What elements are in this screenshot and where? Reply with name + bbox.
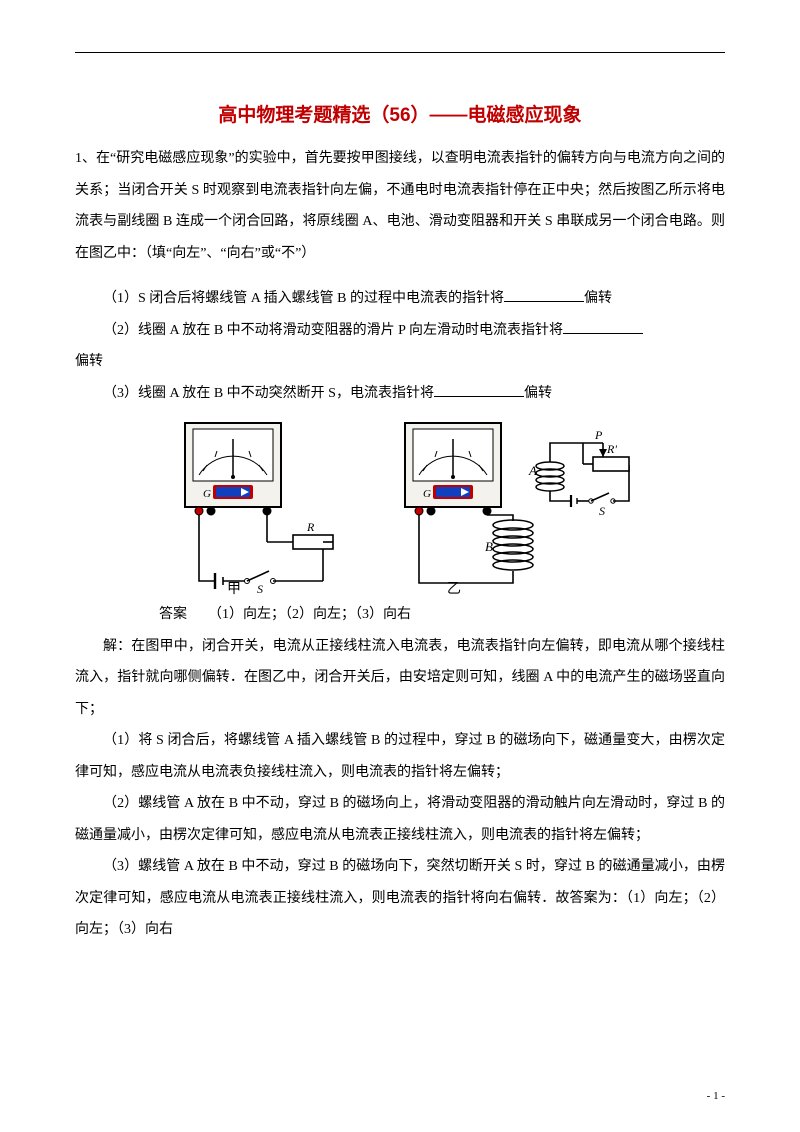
yi-label: 乙: [447, 581, 461, 595]
q1-pre: （1）S 闭合后将螺线管 A 插入螺线管 B 的过程中电流表的指针将: [103, 291, 504, 306]
g-label-yi: G: [423, 488, 431, 500]
r-label: R: [306, 520, 315, 534]
intro-paragraph: 1、在“研究电磁感应现象”的实验中，首先要按甲图接线，以查明电流表指针的偏转方向…: [75, 143, 725, 269]
p-label: P: [594, 428, 603, 442]
explain-1: （1）将 S 闭合后，将螺线管 A 插入螺线管 B 的过程中，穿过 B 的磁场向…: [75, 725, 725, 788]
q2-blank[interactable]: [563, 320, 643, 334]
top-rule: [75, 52, 725, 53]
jia-label: 甲: [227, 582, 241, 595]
circuit-diagram-jia: G S R 甲: [155, 415, 345, 595]
circuit-diagram-yi: G B A: [385, 415, 645, 595]
q2-pre: （2）线圈 A 放在 B 中不动将滑动变阻器的滑片 P 向左滑动时电流表指针将: [103, 323, 563, 338]
answer-line: 答案 （1）向左；（2）向左；（3）向右: [75, 599, 725, 631]
a-label: A: [528, 463, 537, 478]
page: 高中物理考题精选（56）——电磁感应现象 1、在“研究电磁感应现象”的实验中，首…: [0, 0, 800, 1132]
question-2-tail: 偏转: [75, 346, 725, 378]
question-1: （1）S 闭合后将螺线管 A 插入螺线管 B 的过程中电流表的指针将 偏转: [75, 283, 725, 315]
q3-pre: （3）线圈 A 放在 B 中不动突然断开 S，电流表指针将: [103, 386, 434, 401]
rp-label: R': [606, 442, 617, 456]
explain-2: （2）螺线管 A 放在 B 中不动，穿过 B 的磁场向上，将滑动变阻器的滑动触片…: [75, 788, 725, 851]
q1-post: 偏转: [584, 291, 612, 306]
explain-intro: 解：在图甲中，闭合开关，电流从正接线柱流入电流表，电流表指针向左偏转，即电流从哪…: [75, 631, 725, 726]
question-2: （2）线圈 A 放在 B 中不动将滑动变阻器的滑片 P 向左滑动时电流表指针将: [75, 315, 725, 347]
b-label: B: [485, 539, 493, 554]
figure-row: G S R 甲: [75, 415, 725, 595]
coil-a: [536, 462, 564, 491]
spacer: [75, 269, 725, 283]
g-label: G: [203, 488, 211, 500]
explain-3: （3）螺线管 A 放在 B 中不动，穿过 B 的磁场向下，突然切断开关 S 时，…: [75, 851, 725, 946]
coil-b: [493, 520, 533, 570]
page-number: - 1 -: [707, 1090, 725, 1102]
question-3: （3）线圈 A 放在 B 中不动突然断开 S，电流表指针将 偏转: [75, 378, 725, 410]
q3-post: 偏转: [524, 386, 552, 401]
s-label-yi: S: [599, 504, 605, 518]
q3-blank[interactable]: [434, 383, 524, 397]
q1-blank[interactable]: [504, 288, 584, 302]
page-title: 高中物理考题精选（56）——电磁感应现象: [75, 100, 725, 127]
s-label-jia: S: [257, 582, 263, 595]
